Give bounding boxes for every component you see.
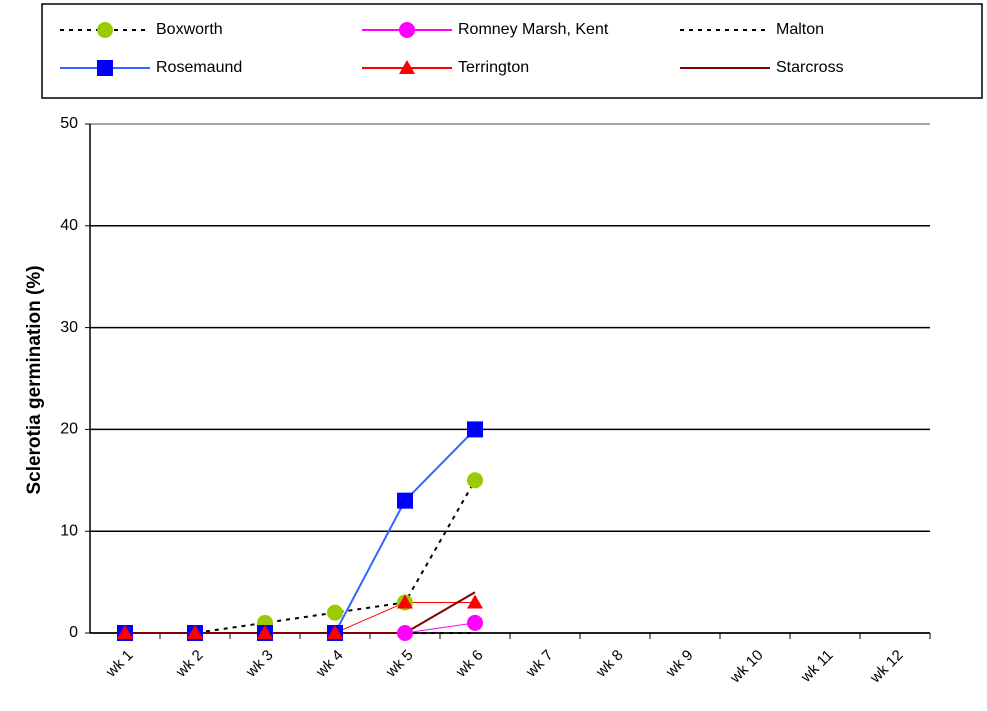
marker (327, 625, 343, 639)
legend-marker (97, 22, 113, 38)
x-tick-label: wk 11 (797, 647, 837, 687)
x-tick-label: wk 1 (102, 647, 137, 682)
x-tick-label: wk 10 (726, 647, 766, 687)
y-tick-label: 40 (60, 217, 78, 234)
marker (397, 625, 413, 641)
marker (467, 594, 483, 609)
series-line (125, 601, 475, 634)
marker (467, 614, 483, 631)
legend-label: Boxworth (156, 21, 223, 38)
series-line (125, 479, 476, 634)
marker (187, 625, 203, 639)
legend-box (41, 3, 983, 99)
legend-label: Romney Marsh, Kent (458, 21, 609, 38)
y-tick-label: 50 (60, 115, 78, 132)
series-line (125, 622, 476, 634)
series-line (125, 591, 476, 634)
y-tick-label: 30 (60, 319, 78, 336)
y-tick-label: 0 (69, 624, 78, 641)
marker (467, 472, 483, 489)
legend-label: Malton (776, 21, 824, 38)
marker (257, 625, 273, 639)
x-tick-label: wk 6 (452, 647, 487, 682)
marker (397, 594, 413, 609)
marker (467, 421, 483, 438)
marker (397, 492, 413, 509)
x-tick-label: wk 7 (522, 647, 557, 682)
x-tick-label: wk 2 (172, 647, 207, 682)
x-tick-label: wk 9 (662, 647, 697, 682)
x-tick-label: wk 5 (382, 647, 417, 682)
legend-label: Starcross (776, 59, 844, 76)
x-tick-label: wk 12 (866, 647, 906, 687)
y-axis-label: Sclerotia germination (%) (24, 265, 45, 494)
marker (327, 604, 343, 621)
legend-marker (97, 60, 113, 76)
legend-marker (399, 60, 415, 74)
y-tick-label: 20 (60, 421, 78, 438)
y-tick-label: 10 (60, 522, 78, 539)
legend-label: Rosemaund (156, 59, 242, 76)
legend-label: Terrington (458, 59, 529, 76)
x-tick-label: wk 8 (592, 647, 627, 682)
marker (117, 625, 133, 639)
x-tick-label: wk 3 (242, 647, 277, 682)
legend-marker (399, 22, 415, 38)
x-tick-label: wk 4 (312, 647, 347, 682)
